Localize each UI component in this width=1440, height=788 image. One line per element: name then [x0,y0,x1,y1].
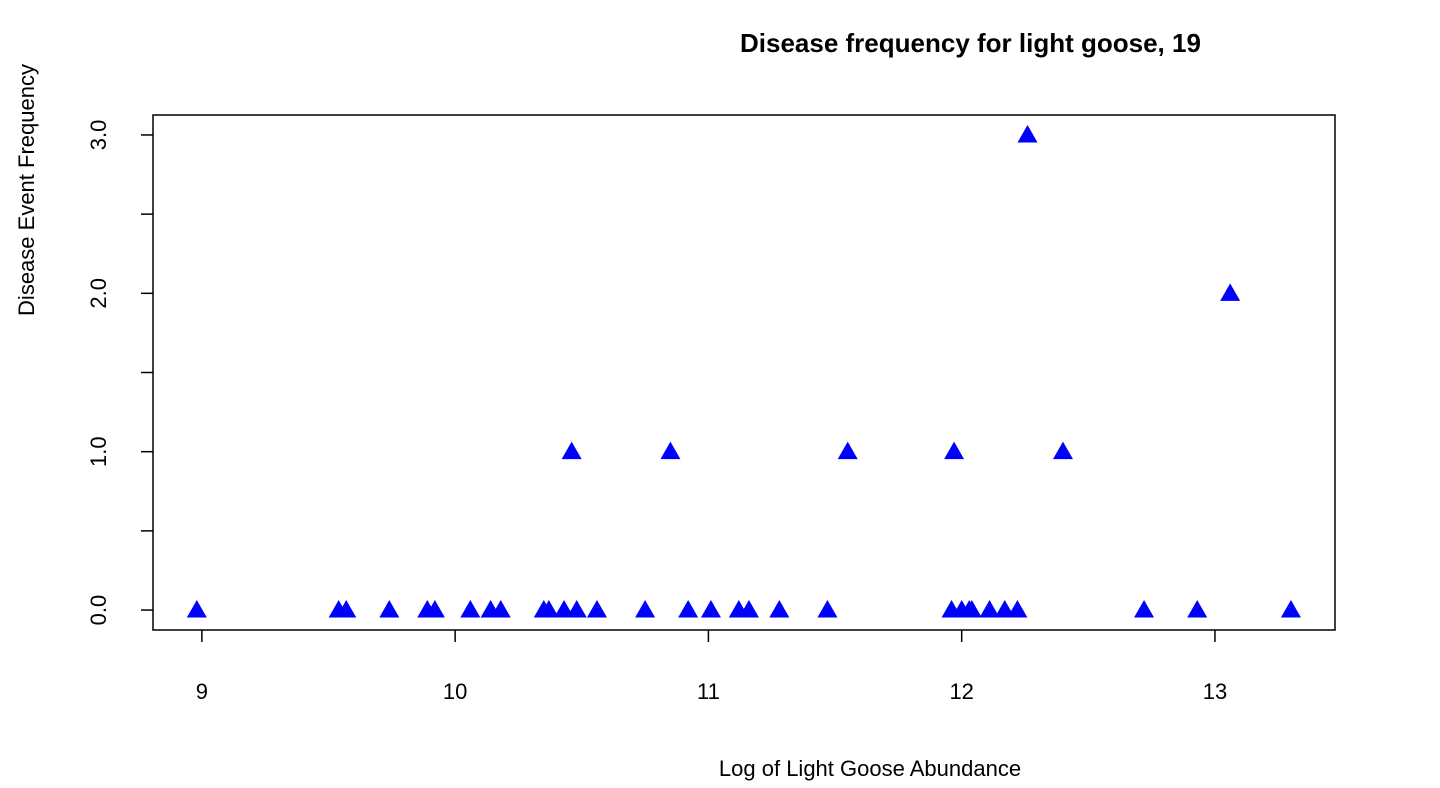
point [1017,124,1038,143]
point [700,600,721,618]
y-tick-label: 3.0 [86,120,111,151]
point [1134,600,1155,618]
point [817,600,838,618]
point [635,600,656,618]
point [769,600,790,618]
point [1220,283,1241,301]
x-tick-label: 10 [443,679,467,704]
point [1187,600,1208,618]
y-axis-label: Disease Event Frequency [14,64,39,316]
x-tick-label: 9 [196,679,208,704]
point [837,441,858,460]
point [944,441,965,460]
point [994,600,1015,618]
x-axis-label: Log of Light Goose Abundance [719,756,1021,781]
point [1007,600,1028,618]
point [186,600,207,618]
point [561,441,582,460]
x-tick-label: 13 [1203,679,1227,704]
y-tick-label: 1.0 [86,436,111,467]
point [660,441,681,460]
point [678,600,699,618]
point [424,600,445,618]
point [961,600,982,618]
x-tick-label: 12 [949,679,973,704]
point [566,600,587,618]
point [1280,600,1301,618]
y-tick-label: 2.0 [86,278,111,309]
point [538,600,559,618]
point [554,600,575,618]
point [586,600,607,618]
point [1052,441,1073,460]
plot-frame [152,114,1336,631]
x-tick-label: 11 [697,679,720,704]
point [490,600,511,618]
chart-title: Disease frequency for light goose, 19 [740,28,1201,58]
point [460,600,481,618]
point [738,600,759,618]
point [336,600,357,618]
y-tick-label: 0.0 [86,595,111,626]
point [979,600,1000,618]
point [379,600,400,618]
